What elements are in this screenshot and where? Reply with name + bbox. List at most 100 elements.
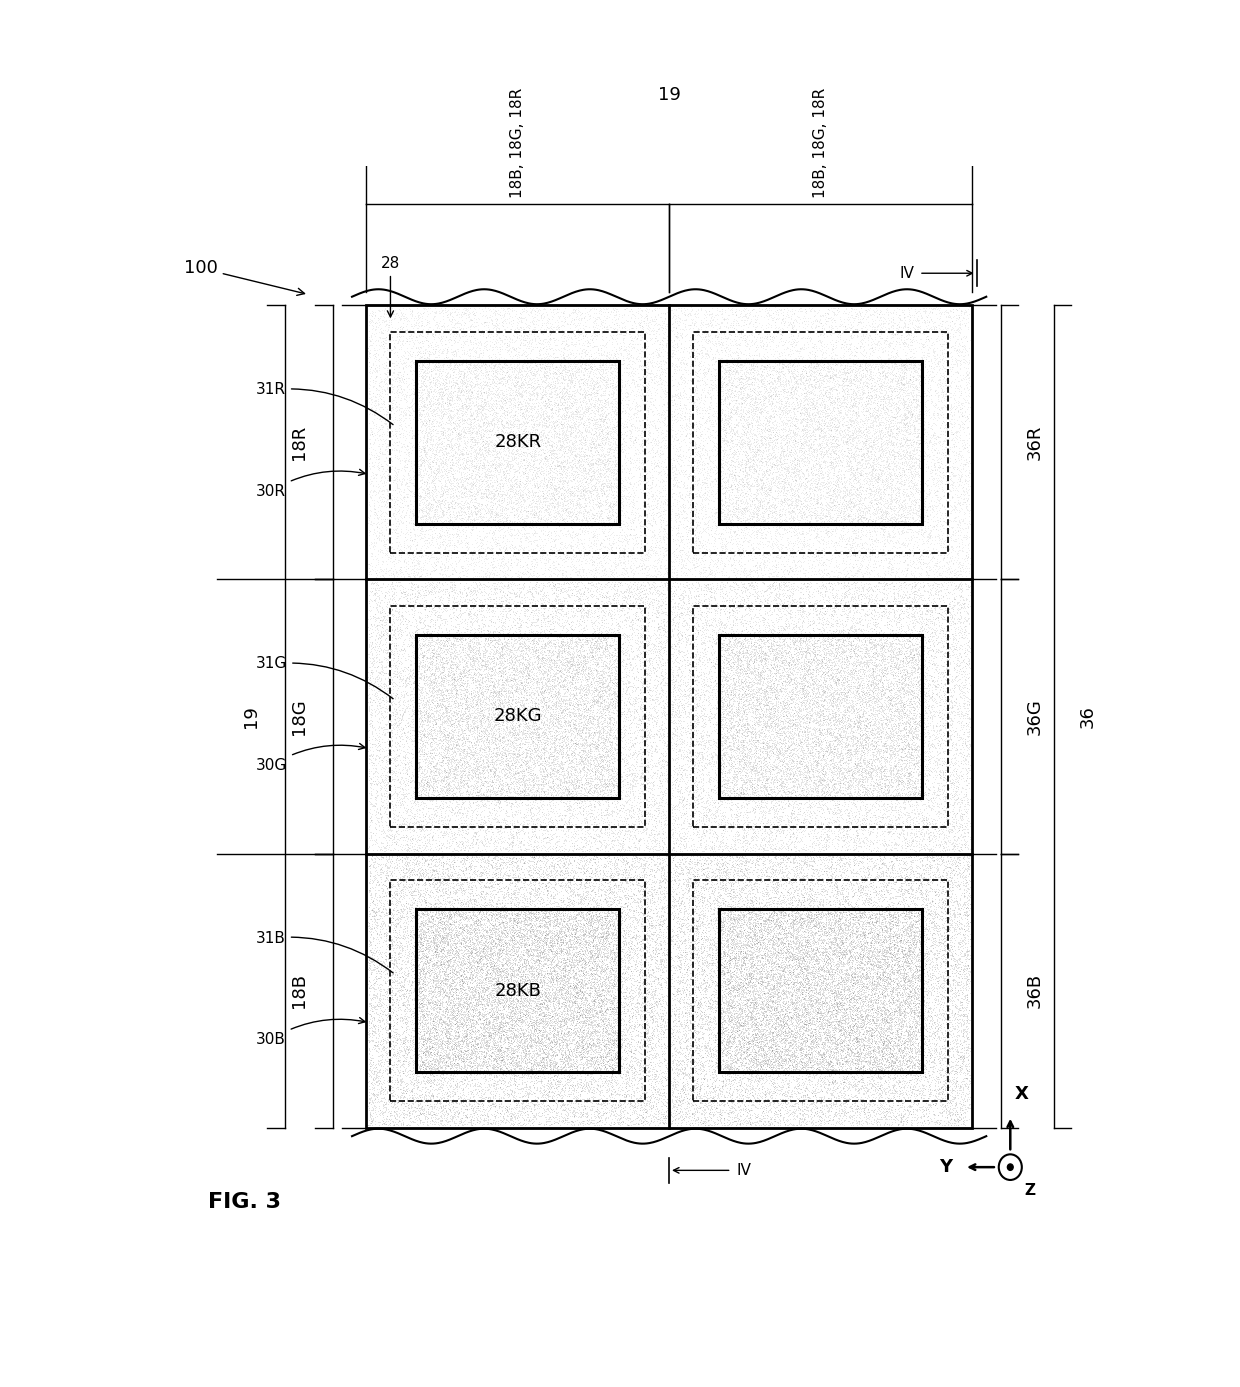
Point	[564, 743, 584, 766]
Point	[735, 506, 755, 528]
Point	[391, 509, 410, 531]
Point	[879, 813, 899, 835]
Point	[594, 921, 614, 943]
Point	[528, 877, 548, 899]
Point	[515, 936, 534, 958]
Point	[889, 399, 909, 422]
Point	[665, 405, 684, 427]
Point	[527, 807, 547, 829]
Point	[777, 1032, 797, 1054]
Point	[870, 1029, 890, 1051]
Point	[884, 963, 904, 985]
Point	[920, 300, 940, 322]
Point	[652, 594, 672, 616]
Point	[899, 436, 919, 458]
Point	[897, 358, 916, 380]
Point	[714, 416, 734, 438]
Point	[884, 356, 904, 379]
Point	[776, 641, 796, 663]
Point	[647, 968, 667, 990]
Point	[388, 816, 408, 838]
Point	[926, 1054, 946, 1076]
Point	[404, 766, 424, 788]
Point	[718, 372, 738, 394]
Point	[525, 849, 544, 871]
Point	[864, 1037, 884, 1060]
Point	[794, 388, 813, 411]
Point	[844, 768, 864, 791]
Point	[598, 895, 618, 917]
Point	[808, 635, 828, 657]
Point	[577, 718, 596, 741]
Point	[644, 970, 663, 992]
Point	[532, 347, 552, 369]
Point	[789, 527, 808, 549]
Point	[501, 825, 521, 847]
Point	[666, 502, 686, 524]
Point	[625, 1096, 645, 1118]
Point	[513, 852, 533, 874]
Point	[722, 1087, 742, 1110]
Point	[645, 755, 665, 777]
Point	[463, 1057, 482, 1079]
Point	[794, 778, 813, 800]
Point	[482, 404, 502, 426]
Point	[508, 696, 528, 718]
Point	[919, 839, 939, 861]
Point	[797, 1050, 817, 1072]
Point	[718, 497, 738, 519]
Point	[563, 761, 583, 784]
Point	[640, 1025, 660, 1047]
Point	[507, 985, 527, 1007]
Point	[539, 395, 559, 417]
Point	[396, 319, 415, 341]
Point	[558, 696, 578, 718]
Point	[750, 732, 770, 755]
Point	[596, 1060, 616, 1082]
Point	[835, 499, 854, 522]
Point	[673, 1022, 693, 1044]
Point	[605, 571, 625, 594]
Point	[825, 429, 844, 451]
Point	[832, 806, 852, 828]
Point	[594, 951, 614, 974]
Point	[822, 902, 842, 924]
Point	[940, 703, 960, 725]
Point	[852, 455, 872, 477]
Point	[630, 648, 650, 670]
Point	[749, 958, 769, 981]
Point	[517, 355, 537, 377]
Point	[467, 811, 487, 834]
Point	[740, 745, 760, 767]
Point	[727, 480, 746, 502]
Point	[454, 775, 474, 798]
Point	[755, 393, 775, 415]
Point	[789, 692, 808, 714]
Point	[570, 1044, 590, 1067]
Point	[903, 908, 923, 931]
Point	[942, 685, 962, 707]
Point	[487, 623, 507, 645]
Point	[543, 771, 563, 793]
Point	[712, 993, 732, 1015]
Point	[756, 642, 776, 664]
Point	[729, 380, 749, 402]
Point	[843, 771, 863, 793]
Point	[570, 1036, 590, 1058]
Point	[826, 358, 846, 380]
Point	[837, 968, 857, 990]
Point	[397, 854, 417, 877]
Point	[477, 483, 497, 505]
Point	[414, 972, 434, 994]
Point	[748, 931, 768, 953]
Point	[484, 1093, 503, 1115]
Point	[492, 954, 512, 976]
Point	[890, 354, 910, 376]
Point	[777, 700, 797, 723]
Point	[839, 709, 859, 731]
Point	[951, 682, 971, 705]
Point	[560, 817, 580, 839]
Point	[820, 922, 839, 945]
Point	[878, 734, 898, 756]
Point	[781, 445, 801, 467]
